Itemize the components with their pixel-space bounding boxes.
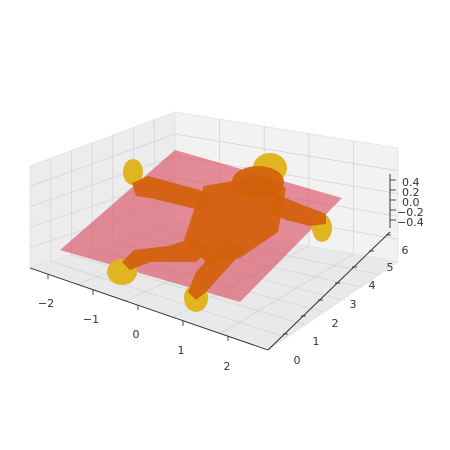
z-tick-label: −0.4 xyxy=(397,216,424,229)
y-tick-label: 3 xyxy=(350,298,357,311)
z-axis-ticks: 0.4 0.2 0.0 −0.2 −0.4 xyxy=(390,176,424,229)
y-tick-label: 5 xyxy=(387,261,394,274)
grid-line xyxy=(220,253,354,334)
figure-surface-orange xyxy=(122,166,326,300)
x-tick-label: −1 xyxy=(83,313,99,326)
x-tick-label: 0 xyxy=(133,328,140,341)
y-axis-line xyxy=(267,231,391,351)
grid-line xyxy=(29,155,176,208)
x-tick-label: −2 xyxy=(38,297,54,310)
grid-line xyxy=(29,133,176,187)
y-axis-ticks: 0 1 2 3 4 5 6 xyxy=(283,234,409,367)
z-tick-label: 0.0 xyxy=(402,196,420,209)
grid-line xyxy=(174,133,399,172)
y-tick-label: 0 xyxy=(294,354,301,367)
x-axis-ticks: −2 −1 0 1 2 xyxy=(38,274,231,373)
y-tick-label: 4 xyxy=(369,279,376,292)
z-tick-label: 0.2 xyxy=(402,186,420,199)
y-tick-label: 2 xyxy=(332,317,339,330)
x-tick-label: 2 xyxy=(224,360,231,373)
z-tick-label: 0.4 xyxy=(402,176,420,189)
y-tick-label: 6 xyxy=(402,244,409,257)
x-tick-label: 1 xyxy=(178,344,185,357)
y-tick-label: 1 xyxy=(313,335,320,348)
z-tick-label: −0.2 xyxy=(397,206,424,219)
grid-line xyxy=(50,261,287,338)
